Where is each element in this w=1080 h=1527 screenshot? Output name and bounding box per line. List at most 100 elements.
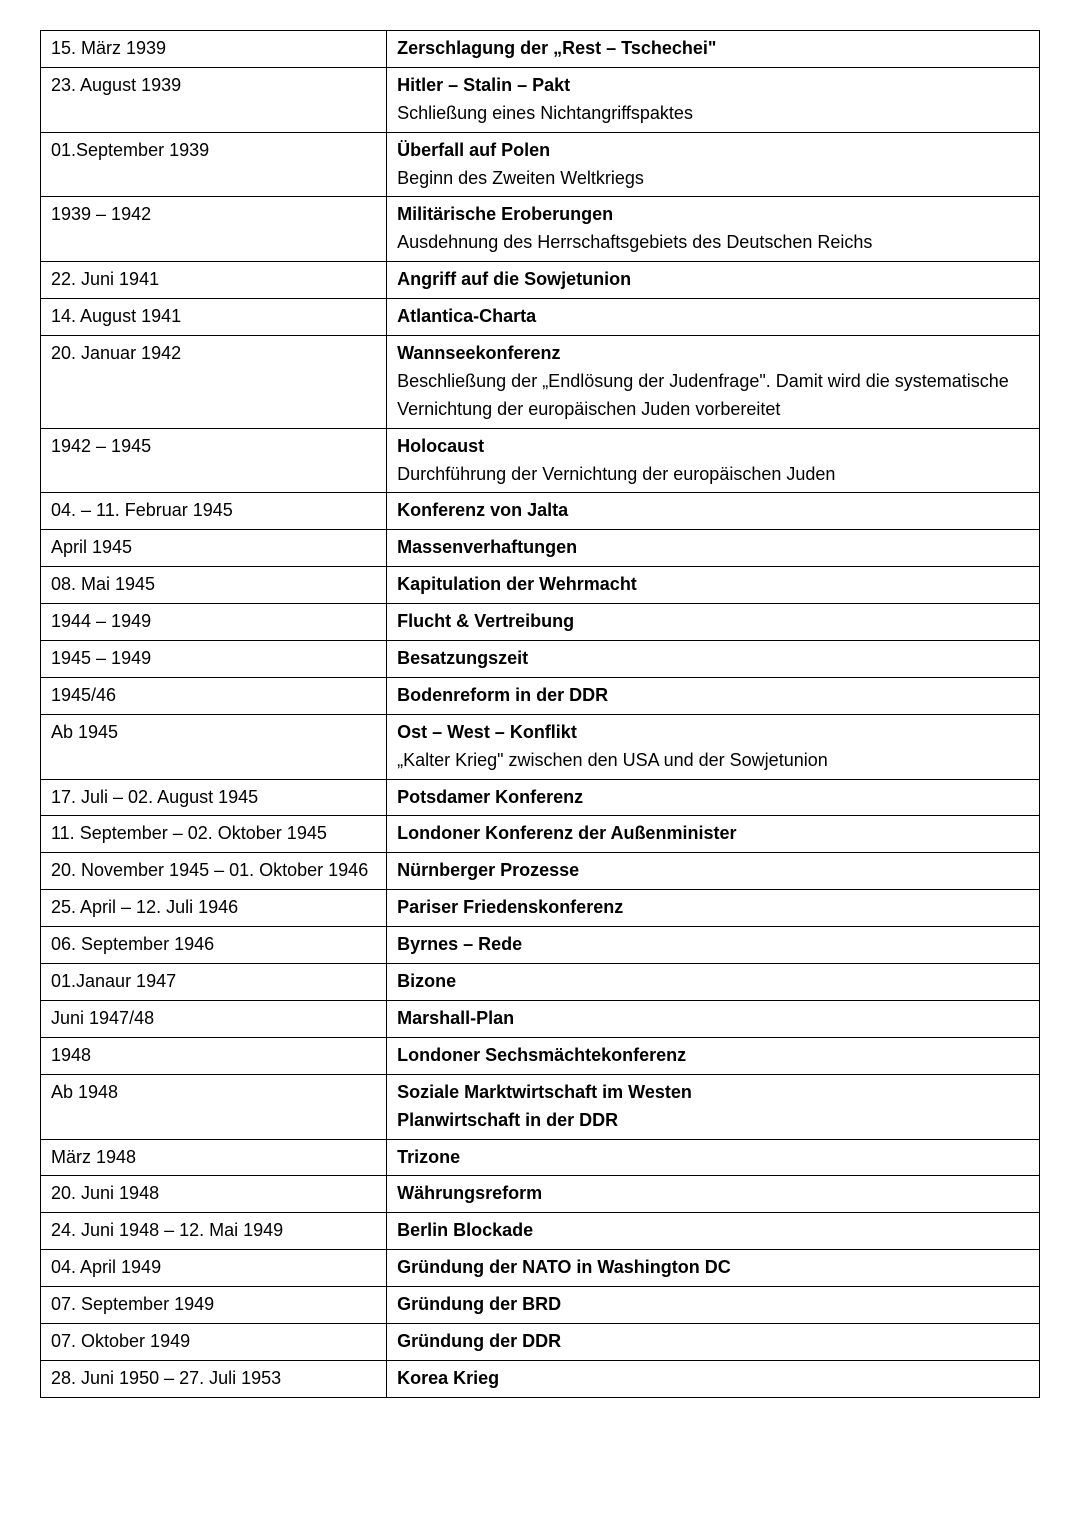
event-title-2: Planwirtschaft in der DDR: [397, 1107, 1029, 1135]
event-title: Flucht & Vertreibung: [397, 608, 1029, 636]
timeline-table: 15. März 1939Zerschlagung der „Rest – Ts…: [40, 30, 1040, 1398]
event-title: Bodenreform in der DDR: [397, 682, 1029, 710]
event-cell: Atlantica-Charta: [387, 299, 1040, 336]
event-title: Hitler – Stalin – Pakt: [397, 72, 1029, 100]
event-title: Nürnberger Prozesse: [397, 857, 1029, 885]
date-cell: 1948: [41, 1037, 387, 1074]
table-row: 04. April 1949Gründung der NATO in Washi…: [41, 1250, 1040, 1287]
table-row: 28. Juni 1950 – 27. Juli 1953 Korea Krieg: [41, 1360, 1040, 1397]
event-cell: WannseekonferenzBeschließung der „Endlös…: [387, 336, 1040, 429]
event-cell: Trizone: [387, 1139, 1040, 1176]
table-row: Ab 1945Ost – West – Konflikt„Kalter Krie…: [41, 714, 1040, 779]
date-cell: 1942 – 1945: [41, 428, 387, 493]
event-cell: Korea Krieg: [387, 1360, 1040, 1397]
event-cell: Marshall-Plan: [387, 1000, 1040, 1037]
date-cell: 28. Juni 1950 – 27. Juli 1953: [41, 1360, 387, 1397]
table-row: 24. Juni 1948 – 12. Mai 1949 Berlin Block…: [41, 1213, 1040, 1250]
date-cell: Ab 1948: [41, 1074, 387, 1139]
event-title: Atlantica-Charta: [397, 303, 1029, 331]
event-cell: Potsdamer Konferenz: [387, 779, 1040, 816]
date-cell: 06. September 1946: [41, 927, 387, 964]
table-row: 04. – 11. Februar 1945 Konferenz von Jalt…: [41, 493, 1040, 530]
event-title: Berlin Blockade: [397, 1217, 1029, 1245]
date-cell: 22. Juni 1941: [41, 262, 387, 299]
date-cell: 1945/46: [41, 677, 387, 714]
table-row: 15. März 1939Zerschlagung der „Rest – Ts…: [41, 31, 1040, 68]
date-cell: 04. – 11. Februar 1945: [41, 493, 387, 530]
date-cell: 08. Mai 1945: [41, 567, 387, 604]
table-row: 1948 Londoner Sechsmächtekonferenz: [41, 1037, 1040, 1074]
event-title: Londoner Sechsmächtekonferenz: [397, 1042, 1029, 1070]
table-row: Ab 1948Soziale Marktwirtschaft im Westen…: [41, 1074, 1040, 1139]
date-cell: 07. September 1949: [41, 1287, 387, 1324]
event-title: Marshall-Plan: [397, 1005, 1029, 1033]
date-cell: 20. November 1945 – 01. Oktober 1946: [41, 853, 387, 890]
table-row: 23. August 1939Hitler – Stalin – PaktSch…: [41, 67, 1040, 132]
event-description: Durchführung der Vernichtung der europäi…: [397, 461, 1029, 489]
event-description: Beschließung der „Endlösung der Judenfra…: [397, 368, 1029, 424]
event-title: Massenverhaftungen: [397, 534, 1029, 562]
event-description: Beginn des Zweiten Weltkriegs: [397, 165, 1029, 193]
date-cell: 01.September 1939: [41, 132, 387, 197]
date-cell: 14. August 1941: [41, 299, 387, 336]
table-row: 1944 – 1949Flucht & Vertreibung: [41, 604, 1040, 641]
table-row: 07. Oktober 1949 Gründung der DDR: [41, 1323, 1040, 1360]
table-row: 22. Juni 1941Angriff auf die Sowjetunion: [41, 262, 1040, 299]
event-title: Gründung der DDR: [397, 1328, 1029, 1356]
date-cell: 1945 – 1949: [41, 641, 387, 678]
date-cell: 25. April – 12. Juli 1946: [41, 890, 387, 927]
event-title: Korea Krieg: [397, 1365, 1029, 1393]
table-row: Juni 1947/48Marshall-Plan: [41, 1000, 1040, 1037]
event-title: Kapitulation der Wehrmacht: [397, 571, 1029, 599]
event-cell: Kapitulation der Wehrmacht: [387, 567, 1040, 604]
event-description: Schließung eines Nichtangriffspaktes: [397, 100, 1029, 128]
event-title: Soziale Marktwirtschaft im Westen: [397, 1079, 1029, 1107]
event-title: Holocaust: [397, 433, 1029, 461]
event-cell: Soziale Marktwirtschaft im WestenPlanwir…: [387, 1074, 1040, 1139]
event-cell: Ost – West – Konflikt„Kalter Krieg" zwis…: [387, 714, 1040, 779]
event-cell: Militärische EroberungenAusdehnung des H…: [387, 197, 1040, 262]
event-title: Byrnes – Rede: [397, 931, 1029, 959]
event-cell: Bizone: [387, 964, 1040, 1001]
event-cell: Pariser Friedenskonferenz: [387, 890, 1040, 927]
event-title: Zerschlagung der „Rest – Tschechei": [397, 35, 1029, 63]
event-cell: Hitler – Stalin – PaktSchließung eines N…: [387, 67, 1040, 132]
table-row: April 1945 Massenverhaftungen: [41, 530, 1040, 567]
date-cell: 24. Juni 1948 – 12. Mai 1949: [41, 1213, 387, 1250]
date-cell: 20. Juni 1948: [41, 1176, 387, 1213]
date-cell: 07. Oktober 1949: [41, 1323, 387, 1360]
table-row: 25. April – 12. Juli 1946 Pariser Frieden…: [41, 890, 1040, 927]
event-cell: Massenverhaftungen: [387, 530, 1040, 567]
date-cell: März 1948: [41, 1139, 387, 1176]
event-title: Konferenz von Jalta: [397, 497, 1029, 525]
table-row: 1942 – 1945HolocaustDurchführung der Ver…: [41, 428, 1040, 493]
event-cell: Londoner Konferenz der Außenminister: [387, 816, 1040, 853]
event-cell: Gründung der NATO in Washington DC: [387, 1250, 1040, 1287]
event-cell: Konferenz von Jalta: [387, 493, 1040, 530]
table-row: 14. August 1941 Atlantica-Charta: [41, 299, 1040, 336]
event-cell: Gründung der DDR: [387, 1323, 1040, 1360]
event-cell: HolocaustDurchführung der Vernichtung de…: [387, 428, 1040, 493]
event-title: Besatzungszeit: [397, 645, 1029, 673]
date-cell: 01.Janaur 1947: [41, 964, 387, 1001]
event-cell: Byrnes – Rede: [387, 927, 1040, 964]
date-cell: April 1945: [41, 530, 387, 567]
date-cell: 17. Juli – 02. August 1945: [41, 779, 387, 816]
event-cell: Bodenreform in der DDR: [387, 677, 1040, 714]
event-cell: Währungsreform: [387, 1176, 1040, 1213]
event-title: Ost – West – Konflikt: [397, 719, 1029, 747]
table-row: 20. Januar 1942WannseekonferenzBeschließ…: [41, 336, 1040, 429]
event-title: Potsdamer Konferenz: [397, 784, 1029, 812]
table-row: 07. September 1949Gründung der BRD: [41, 1287, 1040, 1324]
event-description: Ausdehnung des Herrschaftsgebiets des De…: [397, 229, 1029, 257]
table-row: 1939 – 1942Militärische EroberungenAusde…: [41, 197, 1040, 262]
date-cell: 23. August 1939: [41, 67, 387, 132]
event-cell: Überfall auf PolenBeginn des Zweiten Wel…: [387, 132, 1040, 197]
event-title: Pariser Friedenskonferenz: [397, 894, 1029, 922]
table-row: 08. Mai 1945 Kapitulation der Wehrmacht: [41, 567, 1040, 604]
table-row: 20. November 1945 – 01. Oktober 1946 Nürn…: [41, 853, 1040, 890]
table-row: März 1948Trizone: [41, 1139, 1040, 1176]
event-title: Militärische Eroberungen: [397, 201, 1029, 229]
table-row: 06. September 1946 Byrnes – Rede: [41, 927, 1040, 964]
date-cell: 11. September – 02. Oktober 1945: [41, 816, 387, 853]
